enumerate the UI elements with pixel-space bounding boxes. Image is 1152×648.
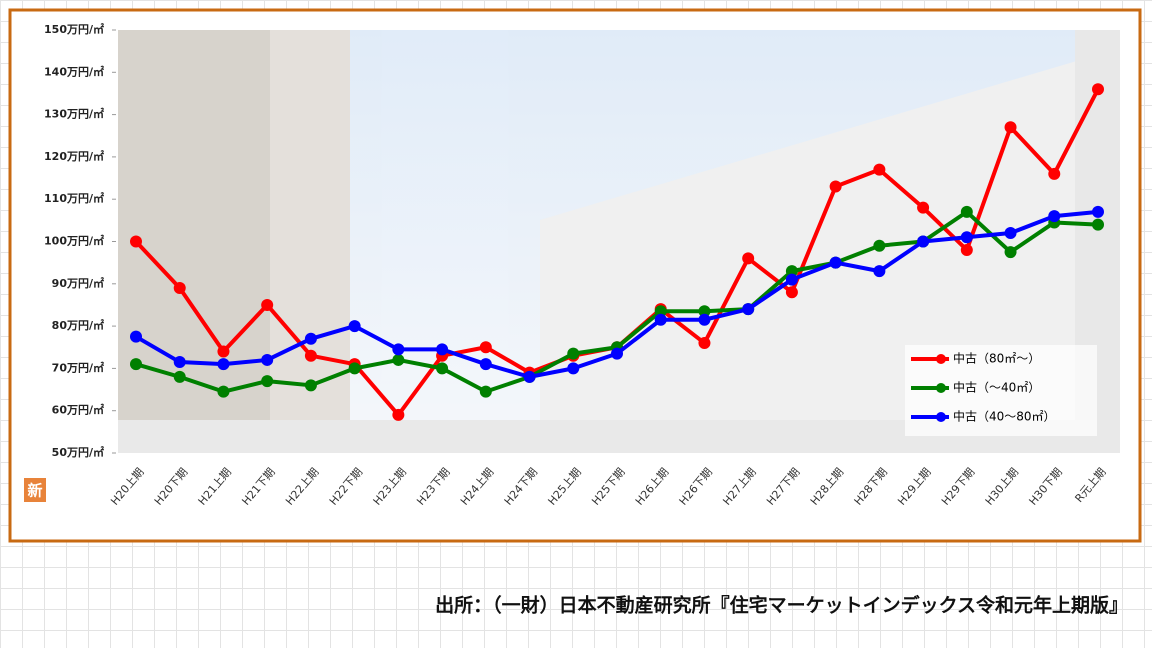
data-point	[960, 231, 973, 244]
y-tick-label: 120万円/㎡	[44, 149, 104, 163]
data-point	[1092, 205, 1104, 218]
data-point	[873, 265, 886, 278]
data-point	[654, 305, 667, 318]
data-point	[742, 303, 755, 316]
data-point	[654, 313, 667, 326]
data-point	[1004, 121, 1017, 134]
legend-swatch-dot	[936, 412, 946, 422]
data-point	[1048, 210, 1061, 223]
legend-swatch-dot	[936, 354, 946, 364]
data-point	[130, 330, 142, 343]
data-point	[217, 345, 230, 358]
data-point	[873, 239, 886, 252]
data-point	[785, 273, 798, 286]
data-point	[698, 313, 711, 326]
data-point	[1092, 83, 1104, 96]
y-tick-label: 60万円/㎡	[52, 403, 104, 417]
data-point	[217, 358, 230, 371]
data-point	[348, 362, 361, 375]
y-tick-label: 70万円/㎡	[52, 360, 104, 374]
data-point	[567, 362, 580, 375]
data-point	[1092, 218, 1104, 231]
y-tick-label: 150万円/㎡	[44, 22, 104, 36]
legend-swatch-dot	[936, 383, 946, 393]
data-point	[1048, 167, 1061, 180]
data-point	[130, 358, 142, 371]
data-point	[873, 163, 886, 176]
data-point	[436, 362, 449, 375]
data-point	[392, 343, 405, 356]
data-point	[261, 375, 274, 388]
data-point	[829, 256, 842, 269]
data-point	[261, 298, 274, 311]
y-tick-label: 130万円/㎡	[44, 107, 104, 121]
data-point	[348, 320, 361, 333]
data-point	[261, 353, 274, 366]
data-point	[698, 305, 711, 318]
legend-label: 中古（80㎡～）	[953, 351, 1040, 366]
data-point	[479, 358, 492, 371]
data-point	[392, 353, 405, 366]
data-point	[479, 341, 492, 354]
legend-label: 中古（～40㎡）	[953, 380, 1040, 395]
data-point	[392, 408, 405, 421]
data-point	[829, 180, 842, 193]
y-tick-label: 110万円/㎡	[44, 191, 104, 205]
source-note: 出所：（一財）日本不動産研究所『住宅マーケットインデックス令和元年上期版』	[435, 594, 1128, 617]
data-point	[785, 265, 798, 278]
y-tick-label: 80万円/㎡	[52, 318, 104, 332]
badge: 新	[27, 482, 42, 500]
data-point	[523, 370, 536, 383]
data-point	[785, 286, 798, 299]
data-point	[917, 235, 930, 248]
data-point	[917, 201, 930, 214]
data-point	[304, 349, 317, 362]
y-tick-label: 140万円/㎡	[44, 64, 104, 78]
legend-label: 中古（40～80㎡）	[953, 409, 1056, 424]
data-point	[436, 343, 449, 356]
data-point	[611, 347, 623, 360]
data-point	[479, 385, 492, 398]
data-point	[960, 205, 973, 218]
data-point	[1004, 227, 1017, 240]
data-point	[567, 347, 580, 360]
data-point	[217, 385, 230, 398]
data-point	[304, 379, 317, 392]
y-tick-label: 90万円/㎡	[52, 276, 104, 290]
data-point	[1004, 246, 1017, 259]
data-point	[173, 282, 186, 295]
y-tick-label: 100万円/㎡	[44, 234, 104, 248]
data-point	[173, 356, 186, 369]
data-point	[698, 337, 711, 350]
data-point	[742, 252, 755, 265]
data-point	[173, 370, 186, 383]
badge-box	[24, 478, 46, 502]
y-tick-label: 50万円/㎡	[52, 445, 104, 459]
data-point	[304, 332, 317, 345]
data-point	[960, 243, 973, 256]
data-point	[130, 235, 142, 248]
